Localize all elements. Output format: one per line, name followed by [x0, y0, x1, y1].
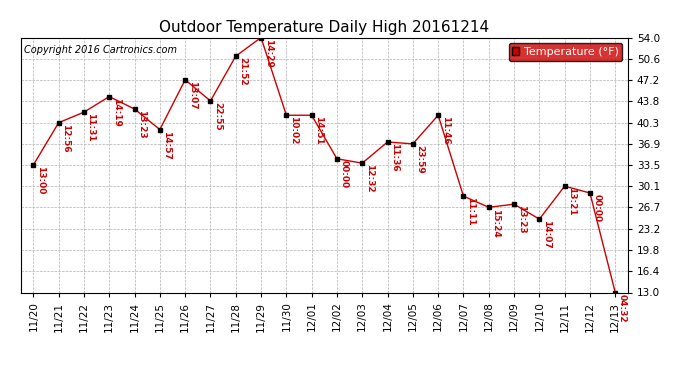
Text: 00:00: 00:00	[593, 194, 602, 222]
Legend: Temperature (°F): Temperature (°F)	[509, 43, 622, 61]
Text: 13:21: 13:21	[567, 188, 576, 216]
Title: Outdoor Temperature Daily High 20161214: Outdoor Temperature Daily High 20161214	[159, 20, 489, 35]
Text: 00:00: 00:00	[339, 160, 348, 188]
Text: 22:55: 22:55	[213, 102, 222, 131]
Text: 12:32: 12:32	[365, 164, 374, 193]
Text: 11:11: 11:11	[466, 197, 475, 226]
Text: Copyright 2016 Cartronics.com: Copyright 2016 Cartronics.com	[23, 45, 177, 55]
Text: 13:23: 13:23	[137, 110, 146, 139]
Text: 14:07: 14:07	[542, 220, 551, 249]
Text: 13:00: 13:00	[36, 166, 45, 195]
Text: 13:07: 13:07	[188, 81, 197, 110]
Text: 10:02: 10:02	[289, 117, 298, 145]
Text: 14:29: 14:29	[264, 39, 273, 68]
Text: 13:23: 13:23	[517, 206, 526, 234]
Text: 14:51: 14:51	[314, 117, 323, 145]
Text: 15:24: 15:24	[491, 209, 500, 237]
Text: 11:46: 11:46	[441, 117, 450, 145]
Text: 21:52: 21:52	[238, 57, 247, 86]
Text: 14:19: 14:19	[112, 98, 121, 127]
Text: 11:36: 11:36	[390, 143, 399, 172]
Text: 23:59: 23:59	[415, 145, 424, 174]
Text: 12:56: 12:56	[61, 124, 70, 153]
Text: 11:31: 11:31	[86, 113, 95, 142]
Text: 14:57: 14:57	[162, 131, 171, 160]
Text: 04:32: 04:32	[618, 294, 627, 322]
